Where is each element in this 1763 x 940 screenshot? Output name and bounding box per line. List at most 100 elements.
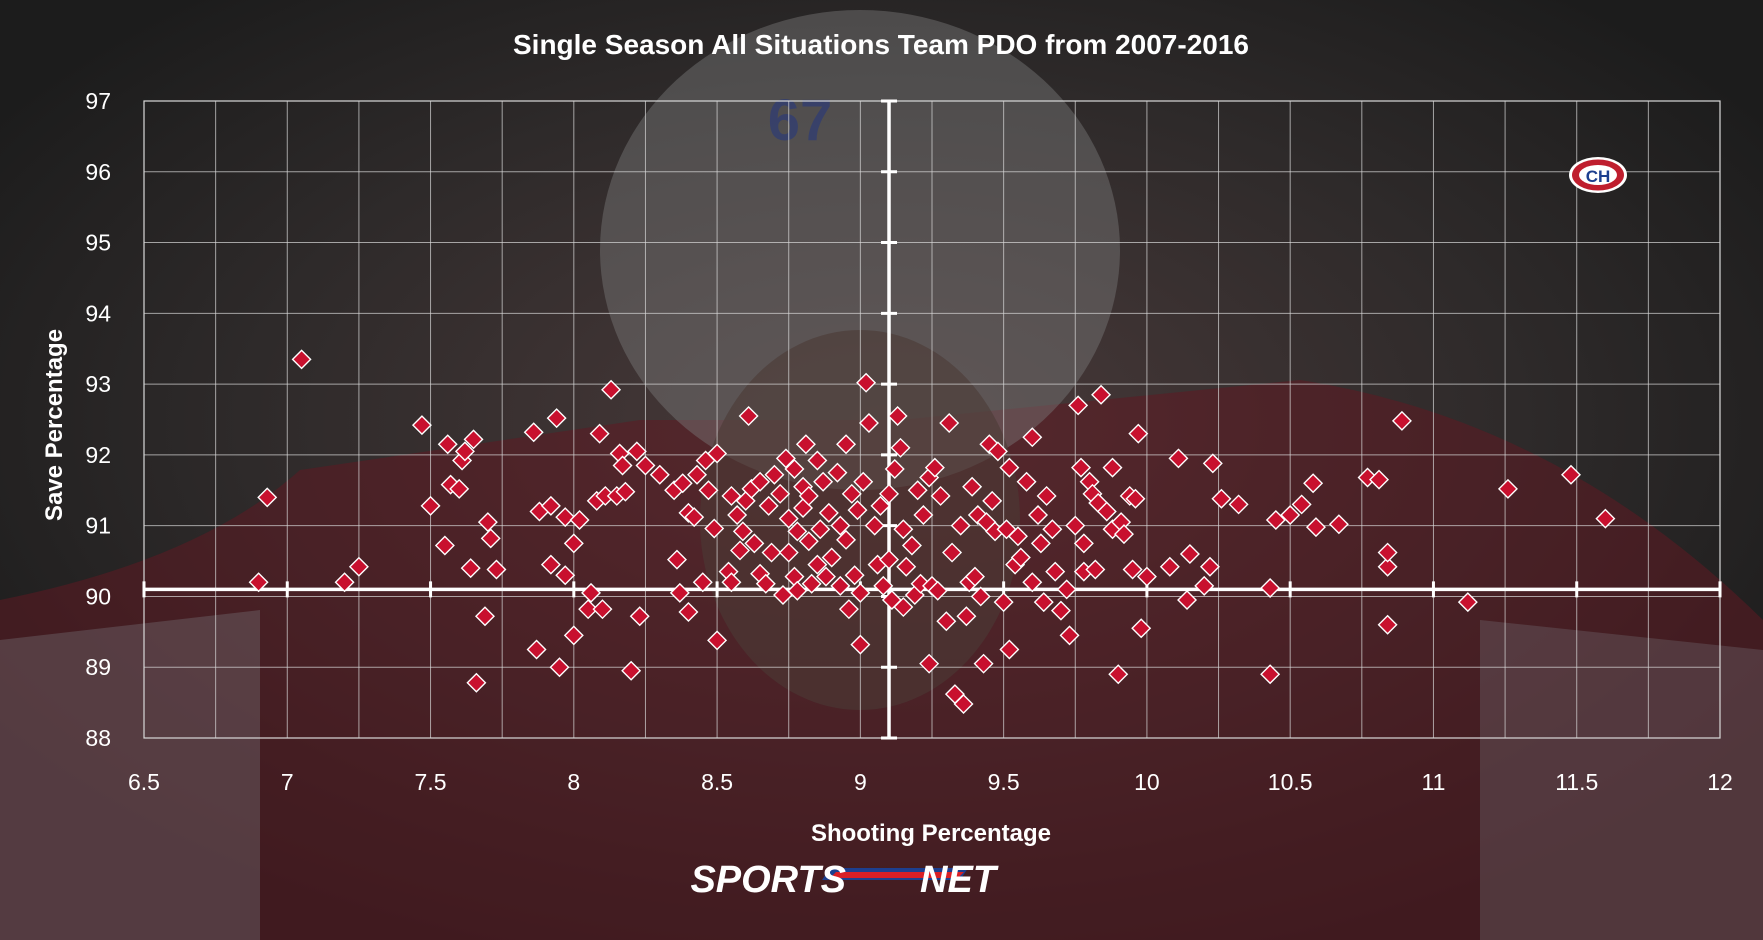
data-point bbox=[555, 565, 576, 586]
data-point bbox=[1228, 494, 1249, 515]
data-point bbox=[1125, 488, 1146, 509]
data-point bbox=[1007, 526, 1028, 547]
data-point bbox=[827, 462, 848, 483]
data-point bbox=[1045, 561, 1066, 582]
data-point bbox=[896, 556, 917, 577]
data-point bbox=[1122, 559, 1143, 580]
data-point bbox=[778, 508, 799, 529]
data-point bbox=[1211, 488, 1232, 509]
data-point bbox=[626, 441, 647, 462]
x-tick-label: 7 bbox=[281, 769, 294, 795]
data-point bbox=[1260, 664, 1281, 685]
data-point bbox=[873, 575, 894, 596]
data-point bbox=[884, 459, 905, 480]
data-point bbox=[1377, 614, 1398, 635]
data-point bbox=[1497, 478, 1518, 499]
data-point bbox=[334, 572, 355, 593]
data-point bbox=[1036, 485, 1057, 506]
data-point bbox=[1303, 473, 1324, 494]
y-tick-label: 93 bbox=[85, 371, 111, 397]
data-point bbox=[578, 599, 599, 620]
data-point bbox=[1168, 448, 1189, 469]
data-point bbox=[1194, 575, 1215, 596]
data-point bbox=[291, 349, 312, 370]
y-tick-label: 89 bbox=[85, 654, 111, 680]
data-point bbox=[1030, 533, 1051, 554]
data-point bbox=[601, 379, 622, 400]
data-point bbox=[1179, 543, 1200, 564]
data-point bbox=[592, 599, 613, 620]
data-point bbox=[856, 372, 877, 393]
data-point bbox=[847, 500, 868, 521]
data-point bbox=[672, 473, 693, 494]
data-point bbox=[555, 507, 576, 528]
data-point bbox=[1136, 566, 1157, 587]
data-point bbox=[798, 485, 819, 506]
data-point bbox=[1265, 510, 1286, 530]
data-point bbox=[1280, 505, 1301, 526]
data-point bbox=[999, 639, 1020, 660]
data-point bbox=[879, 483, 900, 504]
data-point bbox=[707, 630, 728, 651]
y-tick-label: 97 bbox=[85, 88, 111, 114]
data-point bbox=[901, 535, 922, 556]
data-point bbox=[973, 653, 994, 674]
data-point bbox=[999, 457, 1020, 478]
data-point bbox=[830, 575, 851, 596]
data-point bbox=[1022, 572, 1043, 593]
y-tick-label: 96 bbox=[85, 159, 111, 185]
data-point bbox=[787, 521, 808, 542]
data-point bbox=[1085, 559, 1106, 580]
x-tick-label: 8 bbox=[567, 769, 580, 795]
data-points bbox=[248, 349, 1616, 715]
y-tick-label: 92 bbox=[85, 442, 111, 468]
data-point bbox=[1128, 423, 1149, 444]
data-point bbox=[927, 580, 948, 601]
data-point bbox=[1369, 469, 1390, 490]
data-point bbox=[526, 639, 547, 660]
data-point bbox=[913, 505, 934, 526]
data-point bbox=[798, 531, 819, 552]
data-point bbox=[1022, 427, 1043, 448]
data-point bbox=[1305, 517, 1326, 538]
data-point bbox=[841, 483, 862, 504]
data-point bbox=[257, 487, 278, 508]
data-point bbox=[1108, 664, 1129, 685]
data-point bbox=[615, 481, 636, 502]
data-point bbox=[821, 547, 842, 568]
data-point bbox=[744, 533, 765, 554]
data-point bbox=[807, 450, 828, 471]
data-point bbox=[964, 566, 985, 587]
data-point bbox=[1561, 464, 1581, 485]
data-point bbox=[755, 573, 776, 594]
data-point bbox=[1096, 501, 1117, 522]
data-point bbox=[1071, 457, 1091, 478]
data-point bbox=[589, 423, 610, 444]
data-point bbox=[1113, 524, 1134, 545]
data-point bbox=[1260, 577, 1281, 598]
data-point bbox=[549, 657, 570, 678]
data-point bbox=[698, 480, 719, 501]
data-point bbox=[480, 528, 501, 549]
data-point bbox=[730, 540, 751, 561]
data-point bbox=[411, 415, 432, 436]
data-point bbox=[850, 634, 871, 655]
x-tick-label: 10.5 bbox=[1268, 769, 1313, 795]
y-tick-label: 91 bbox=[85, 513, 111, 539]
x-tick-label: 12 bbox=[1707, 769, 1733, 795]
data-point bbox=[775, 448, 796, 469]
data-point bbox=[770, 483, 791, 504]
data-point bbox=[563, 625, 584, 646]
data-point bbox=[801, 573, 822, 594]
x-tick-label: 8.5 bbox=[701, 769, 733, 795]
data-point bbox=[738, 405, 759, 426]
data-point bbox=[687, 464, 708, 485]
data-point bbox=[1065, 515, 1086, 536]
data-point bbox=[454, 441, 475, 462]
x-tick-label: 7.5 bbox=[415, 769, 447, 795]
data-point bbox=[1050, 600, 1071, 621]
data-point bbox=[950, 515, 971, 536]
x-tick-label: 11 bbox=[1422, 769, 1446, 795]
data-point bbox=[870, 495, 891, 516]
